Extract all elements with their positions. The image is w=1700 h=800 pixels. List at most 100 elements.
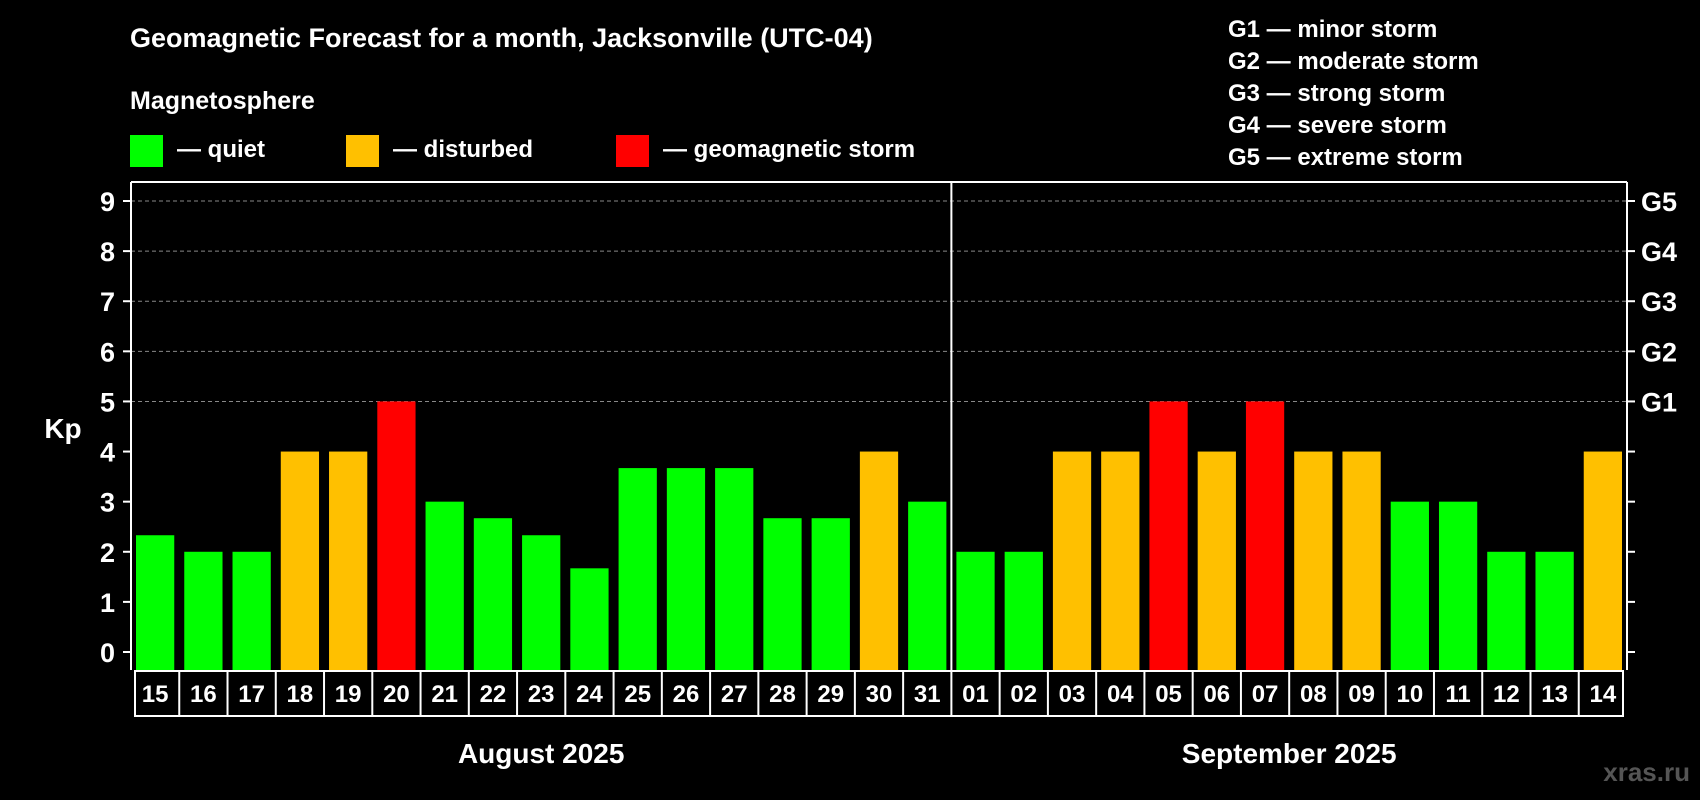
x-tick-label-10: 10 [1396,681,1423,708]
storm-scale-g4: G4 — severe storm [1228,112,1447,139]
bar-19 [329,451,368,670]
x-tick-label-16: 16 [190,681,217,708]
month-label-1: September 2025 [1182,738,1397,769]
bars [136,401,1622,670]
right-axis-label-g4: G4 [1641,237,1677,267]
x-tick-label-24: 24 [576,681,603,708]
bar-06 [1197,451,1236,670]
x-tick-label-28: 28 [769,681,796,708]
y-tick-label-7: 7 [100,287,115,317]
x-tick-label-15: 15 [142,681,169,708]
y-tick-label-0: 0 [100,638,115,668]
bar-27 [715,468,754,670]
bar-13 [1535,551,1574,670]
y-axis-label: Kp [44,413,81,444]
x-tick-label-13: 13 [1541,681,1568,708]
bar-08 [1294,451,1333,670]
x-tick-label-01: 01 [962,681,989,708]
bar-16 [184,551,223,670]
bar-07 [1245,401,1285,670]
y-tick-label-8: 8 [100,237,115,267]
legend-swatch-storm [616,135,649,167]
storm-scale-list: G1 — minor storm G2 — moderate storm G3 … [1228,16,1479,171]
legend-heading: Magnetosphere [130,87,315,115]
x-tick-label-23: 23 [528,681,555,708]
right-axis-label-g5: G5 [1641,187,1677,217]
legend: Magnetosphere — quiet — disturbed — geom… [130,87,915,167]
x-tick-label-12: 12 [1493,681,1520,708]
bar-31 [908,501,947,670]
legend-swatch-quiet [130,135,163,167]
y-tick-label-3: 3 [100,488,115,518]
axes: 0 1 2 3 4 5 6 7 8 9 G1 G2 G3 G4 G5 [100,181,1677,670]
legend-label-disturbed: — disturbed [393,136,533,163]
x-tick-label-20: 20 [383,681,410,708]
x-tick-label-02: 02 [1010,681,1037,708]
x-tick-label-03: 03 [1059,681,1086,708]
right-axis-label-g1: G1 [1641,387,1677,417]
x-tick-label-06: 06 [1203,681,1230,708]
x-axis-label-frame [134,670,1624,717]
bar-23 [522,535,561,670]
x-tick-label-21: 21 [431,681,458,708]
x-tick-label-31: 31 [914,681,941,708]
gridlines [131,200,1627,402]
storm-scale-g2: G2 — moderate storm [1228,48,1479,75]
right-axis-label-g2: G2 [1641,337,1677,367]
y-tick-label-1: 1 [100,588,115,618]
bar-09 [1342,451,1381,670]
bar-02 [1004,551,1043,670]
x-tick-label-18: 18 [287,681,314,708]
bar-28 [763,518,802,670]
bar-18 [280,451,320,670]
watermark: xras.ru [1603,757,1690,787]
x-tick-label-26: 26 [673,681,700,708]
month-labels: August 2025 September 2025 [458,738,1397,769]
bar-12 [1487,551,1526,670]
bar-29 [811,518,850,670]
storm-scale-g5: G5 — extreme storm [1228,144,1463,171]
x-tick-label-05: 05 [1155,681,1182,708]
y-tick-label-6: 6 [100,337,115,367]
chart-title: Geomagnetic Forecast for a month, Jackso… [130,23,873,53]
storm-scale-g1: G1 — minor storm [1228,16,1437,43]
x-tick-label-25: 25 [624,681,651,708]
bar-05 [1149,401,1188,670]
y-tick-label-2: 2 [100,538,115,568]
x-tick-label-19: 19 [335,681,362,708]
legend-label-storm: — geomagnetic storm [663,136,915,163]
legend-swatch-disturbed [346,135,379,167]
bar-11 [1438,501,1478,670]
bar-10 [1390,501,1429,670]
x-tick-label-04: 04 [1107,681,1134,708]
bar-01 [956,551,995,670]
bar-30 [859,451,899,670]
bar-20 [377,401,416,670]
bar-15 [136,535,175,670]
x-tick-label-11: 11 [1445,681,1470,708]
x-axis-day-labels: 15 16 17 18 19 20 21 22 23 24 25 26 27 28 29 30 31 01 02 03… [134,670,1624,717]
y-tick-label-9: 9 [100,187,115,217]
x-tick-label-07: 07 [1252,681,1279,708]
x-tick-label-27: 27 [721,681,748,708]
bar-22 [473,518,513,670]
bar-26 [666,468,706,670]
legend-label-quiet: — quiet [177,136,265,163]
x-tick-label-30: 30 [866,681,893,708]
x-tick-label-08: 08 [1300,681,1327,708]
bar-25 [618,468,657,670]
bar-04 [1101,451,1140,670]
x-tick-label-14: 14 [1590,681,1617,708]
x-tick-label-22: 22 [480,681,507,708]
right-axis-label-g3: G3 [1641,287,1677,317]
storm-scale-g3: G3 — strong storm [1228,80,1445,107]
bar-14 [1583,451,1622,670]
y-tick-label-4: 4 [100,438,115,468]
bar-03 [1052,451,1092,670]
x-tick-label-29: 29 [817,681,844,708]
bar-17 [232,551,271,670]
y-tick-label-5: 5 [100,387,115,417]
x-tick-label-09: 09 [1348,681,1375,708]
x-tick-label-17: 17 [238,681,265,708]
